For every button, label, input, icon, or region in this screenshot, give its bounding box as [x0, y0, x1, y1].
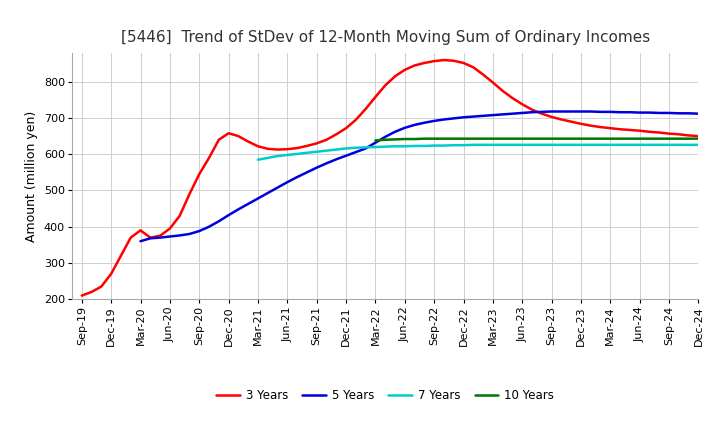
Title: [5446]  Trend of StDev of 12-Month Moving Sum of Ordinary Incomes: [5446] Trend of StDev of 12-Month Moving…: [120, 29, 650, 45]
7 Years: [694, 142, 703, 147]
10 Years: [479, 136, 487, 141]
5 Years: [469, 114, 477, 119]
3 Years: [479, 72, 487, 77]
3 Years: [440, 57, 449, 62]
Line: 5 Years: 5 Years: [140, 111, 698, 241]
3 Years: [78, 293, 86, 298]
Line: 3 Years: 3 Years: [82, 60, 698, 296]
5 Years: [420, 120, 428, 125]
Line: 7 Years: 7 Years: [258, 145, 698, 160]
5 Years: [479, 113, 487, 118]
5 Years: [332, 157, 341, 162]
5 Years: [381, 134, 390, 139]
10 Years: [694, 136, 703, 141]
3 Years: [332, 132, 341, 137]
10 Years: [381, 137, 390, 143]
7 Years: [469, 142, 477, 147]
Y-axis label: Amount (million yen): Amount (million yen): [25, 110, 38, 242]
10 Years: [420, 136, 428, 141]
3 Years: [489, 80, 498, 85]
5 Years: [694, 111, 703, 116]
3 Years: [694, 133, 703, 139]
5 Years: [156, 235, 164, 240]
7 Years: [332, 147, 341, 152]
Line: 10 Years: 10 Years: [375, 139, 698, 140]
3 Years: [381, 83, 390, 88]
7 Years: [381, 144, 390, 149]
3 Years: [156, 233, 164, 238]
7 Years: [420, 143, 428, 149]
10 Years: [469, 136, 477, 141]
7 Years: [479, 142, 487, 147]
3 Years: [420, 60, 428, 66]
Legend: 3 Years, 5 Years, 7 Years, 10 Years: 3 Years, 5 Years, 7 Years, 10 Years: [212, 384, 559, 407]
